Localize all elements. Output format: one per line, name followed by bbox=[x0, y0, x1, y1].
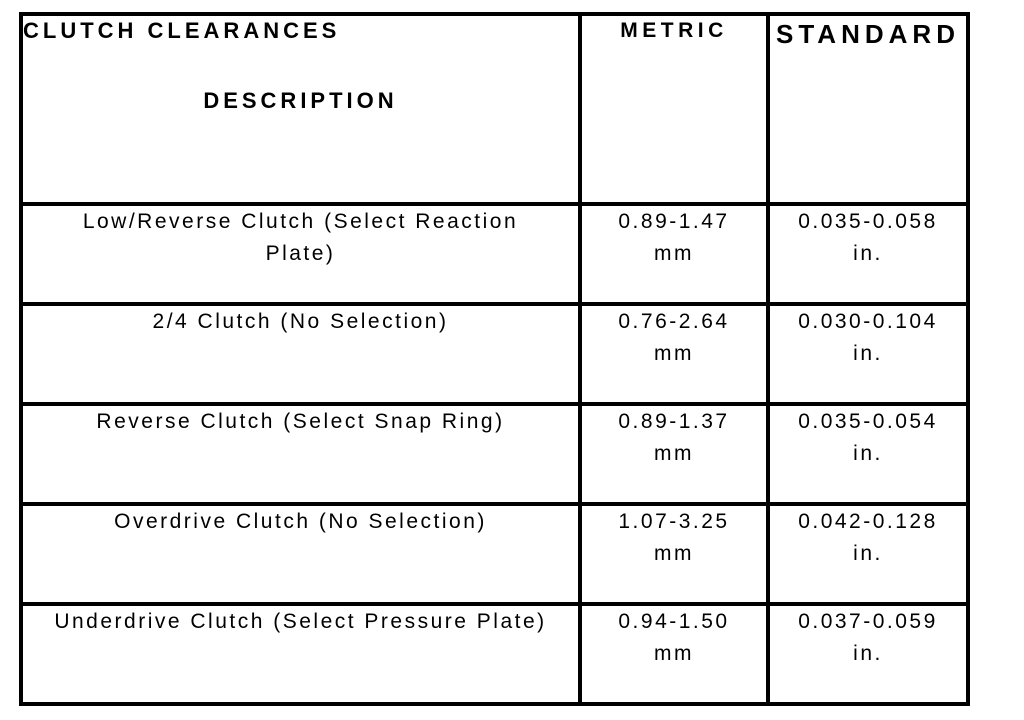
standard-unit: in. bbox=[853, 242, 883, 265]
description-text: Reverse Clutch (Select Snap Ring) bbox=[96, 410, 505, 433]
metric-unit: mm bbox=[654, 342, 694, 365]
standard-unit: in. bbox=[853, 442, 883, 465]
header-row: CLUTCH CLEARANCES DESCRIPTION METRIC STA… bbox=[19, 12, 970, 206]
metric-cell: 0.89-1.37 mm bbox=[578, 402, 770, 506]
metric-cell: 0.94-1.50 mm bbox=[578, 602, 770, 706]
metric-value: 0.89-1.47 bbox=[618, 210, 730, 233]
metric-value: 1.07-3.25 bbox=[618, 510, 730, 533]
table-row: Underdrive Clutch (Select Pressure Plate… bbox=[19, 602, 970, 706]
description-text: Overdrive Clutch (No Selection) bbox=[114, 510, 487, 533]
clutch-clearances-table-container: CLUTCH CLEARANCES DESCRIPTION METRIC STA… bbox=[19, 12, 970, 706]
description-cell: Low/Reverse Clutch (Select Reaction Plat… bbox=[19, 202, 582, 306]
description-cell: Reverse Clutch (Select Snap Ring) bbox=[19, 402, 582, 506]
description-text: 2/4 Clutch (No Selection) bbox=[152, 310, 449, 333]
metric-column-label: METRIC bbox=[620, 19, 728, 42]
standard-column-label: STANDARD bbox=[776, 19, 960, 49]
description-cell: Overdrive Clutch (No Selection) bbox=[19, 502, 582, 606]
standard-cell: 0.042-0.128 in. bbox=[766, 502, 970, 606]
standard-cell: 0.037-0.059 in. bbox=[766, 602, 970, 706]
standard-cell: 0.030-0.104 in. bbox=[766, 302, 970, 406]
metric-header-cell: METRIC bbox=[578, 12, 770, 206]
table-row: Reverse Clutch (Select Snap Ring) 0.89-1… bbox=[19, 402, 970, 506]
standard-unit: in. bbox=[853, 342, 883, 365]
metric-cell: 0.89-1.47 mm bbox=[578, 202, 770, 306]
table-title: CLUTCH CLEARANCES bbox=[23, 18, 341, 43]
description-cell: 2/4 Clutch (No Selection) bbox=[19, 302, 582, 406]
clutch-clearances-table: CLUTCH CLEARANCES DESCRIPTION METRIC STA… bbox=[19, 12, 970, 706]
description-column-label: DESCRIPTION bbox=[203, 88, 398, 113]
standard-unit: in. bbox=[853, 642, 883, 665]
standard-value: 0.037-0.059 bbox=[798, 610, 938, 633]
standard-value: 0.030-0.104 bbox=[798, 310, 938, 333]
standard-cell: 0.035-0.054 in. bbox=[766, 402, 970, 506]
standard-cell: 0.035-0.058 in. bbox=[766, 202, 970, 306]
metric-value: 0.89-1.37 bbox=[618, 410, 730, 433]
table-row: Overdrive Clutch (No Selection) 1.07-3.2… bbox=[19, 502, 970, 606]
metric-unit: mm bbox=[654, 642, 694, 665]
metric-cell: 1.07-3.25 mm bbox=[578, 502, 770, 606]
table-row: Low/Reverse Clutch (Select Reaction Plat… bbox=[19, 202, 970, 306]
metric-value: 0.94-1.50 bbox=[618, 610, 730, 633]
description-text: Low/Reverse Clutch (Select Reaction Plat… bbox=[82, 210, 519, 265]
standard-value: 0.042-0.128 bbox=[798, 510, 938, 533]
description-cell: Underdrive Clutch (Select Pressure Plate… bbox=[19, 602, 582, 706]
metric-unit: mm bbox=[654, 242, 694, 265]
description-header-cell: CLUTCH CLEARANCES DESCRIPTION bbox=[19, 12, 582, 206]
standard-value: 0.035-0.058 bbox=[798, 210, 938, 233]
metric-value: 0.76-2.64 bbox=[618, 310, 730, 333]
table-row: 2/4 Clutch (No Selection) 0.76-2.64 mm 0… bbox=[19, 302, 970, 406]
standard-header-cell: STANDARD bbox=[766, 12, 970, 206]
standard-unit: in. bbox=[853, 542, 883, 565]
metric-unit: mm bbox=[654, 542, 694, 565]
metric-cell: 0.76-2.64 mm bbox=[578, 302, 770, 406]
description-text: Underdrive Clutch (Select Pressure Plate… bbox=[54, 610, 547, 633]
standard-value: 0.035-0.054 bbox=[798, 410, 938, 433]
metric-unit: mm bbox=[654, 442, 694, 465]
